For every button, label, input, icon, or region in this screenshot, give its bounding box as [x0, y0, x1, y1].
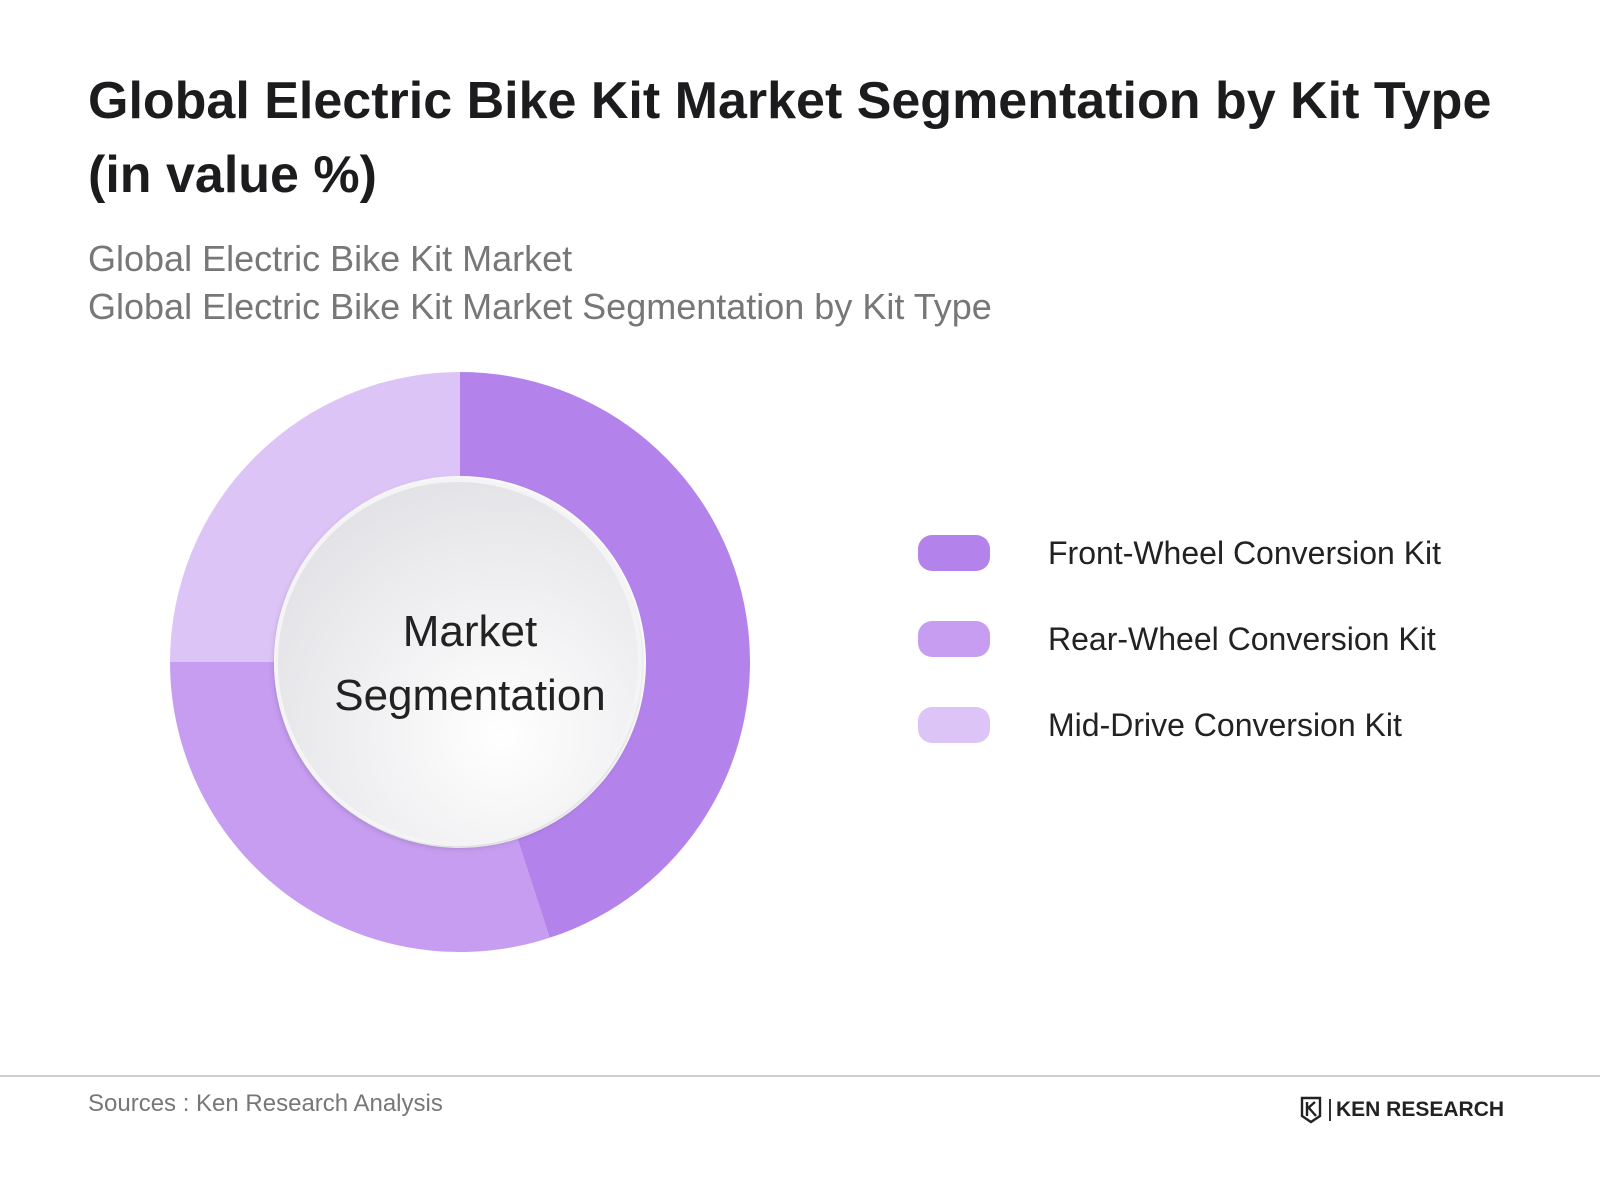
donut-center-disc [274, 478, 642, 846]
legend-label: Front-Wheel Conversion Kit [1048, 534, 1442, 571]
donut-center-label: Market Segmentation [300, 600, 640, 728]
chart-title: Global Electric Bike Kit Market Segmenta… [88, 72, 1492, 204]
legend-item-mid-drive: Mid-Drive Conversion Kit [918, 682, 1558, 768]
legend: Front-Wheel Conversion Kit Rear-Wheel Co… [918, 510, 1558, 768]
brand-name: KEN RESEARCH [1336, 1098, 1505, 1121]
legend-swatch [918, 535, 990, 571]
donut-slices [170, 372, 750, 953]
chart-subtitle-line-1: Global Electric Bike Kit Market [88, 238, 573, 279]
center-label-line-2: Segmentation [334, 671, 606, 720]
legend-item-rear-wheel: Rear-Wheel Conversion Kit [918, 596, 1558, 682]
donut-slice-rear-wheel-conversion-kit [170, 662, 550, 953]
ken-research-logo-icon [1300, 1096, 1322, 1124]
legend-swatch [918, 707, 990, 743]
donut-slice-mid-drive-conversion-kit [170, 372, 460, 662]
legend-label: Rear-Wheel Conversion Kit [1048, 620, 1436, 657]
source-note: Sources : Ken Research Analysis [88, 1090, 443, 1117]
chart-subtitle-line-2: Global Electric Bike Kit Market Segmenta… [88, 286, 992, 327]
donut-chart [170, 372, 750, 953]
footer-divider [0, 1075, 1600, 1077]
donut-slice-front-wheel-conversion-kit [460, 372, 750, 938]
center-label-line-1: Market [402, 607, 538, 656]
legend-label: Mid-Drive Conversion Kit [1048, 706, 1402, 743]
legend-swatch [918, 621, 990, 657]
brand-separator [1329, 1099, 1331, 1121]
brand-mark: KEN RESEARCH [1300, 1094, 1504, 1126]
legend-item-front-wheel: Front-Wheel Conversion Kit [918, 510, 1558, 596]
